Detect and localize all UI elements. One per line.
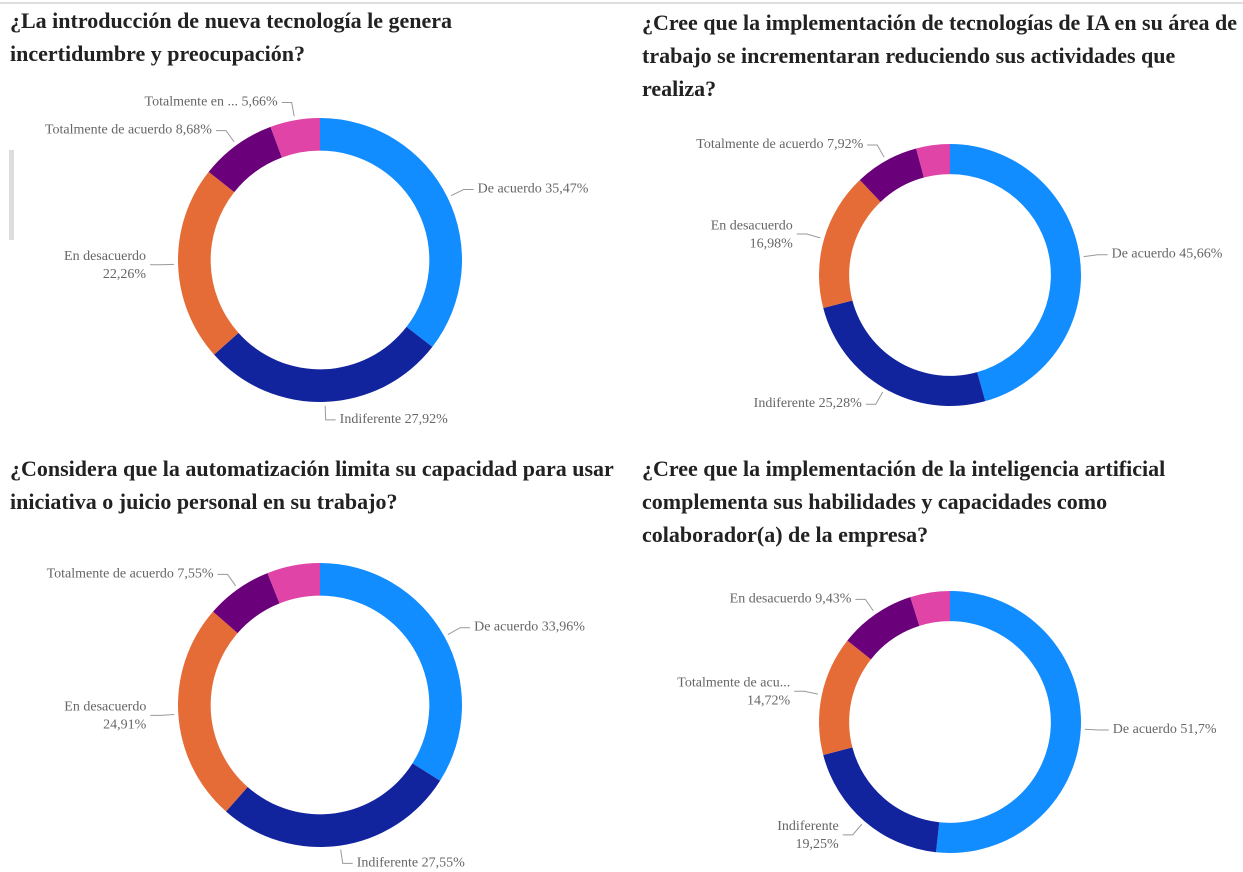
leader-line [150,713,175,716]
leader-line [450,188,474,197]
data-label-name: De acuerdo [1113,722,1177,737]
data-label: De acuerdo 35,47% [478,182,589,197]
data-label-value: 27,92% [405,412,449,427]
leader-line [1083,254,1108,258]
leader-line [842,823,863,836]
donut-slice [177,171,239,355]
chart-title: ¿Cree que la implementación de tecnologí… [642,10,1237,101]
donut-slice [823,300,986,406]
donut-slice [270,118,320,158]
data-label-value: 35,47% [545,182,589,197]
donut-slice [226,763,441,847]
donut-slice [819,640,871,755]
donut-slice [910,591,950,626]
data-label: De acuerdo 33,96% [474,620,585,635]
data-label-name: De acuerdo [1112,247,1176,262]
data-label-value: 16,98% [750,236,794,251]
donut-slice [916,144,950,178]
data-label-value: 33,96% [542,620,586,635]
data-label-name: En desacuerdo [64,249,146,264]
data-label-name: Totalmente de acuerdo [47,567,174,582]
leader-line [340,849,353,864]
donut-slice [320,118,462,347]
leader-line [794,690,819,695]
donut-slice [267,563,320,604]
data-label-value: 25,28% [819,396,863,411]
donut-slice [178,611,248,812]
donut-slice [823,747,940,853]
leader-line [281,102,295,117]
data-label-value: 19,25% [796,837,840,852]
data-label: Totalmente en ... 5,66% [145,95,279,110]
leader-line [215,130,235,143]
data-label-value: 24,91% [103,718,147,733]
leader-line [855,598,874,612]
data-label-name: De acuerdo [474,620,538,635]
leader-line [796,233,821,239]
data-label: Indiferente 27,55% [357,856,465,871]
donut-slice [950,144,1081,402]
data-label-value: 45,66% [1179,247,1223,262]
leader-line [1084,728,1109,731]
data-label: Totalmente de acuerdo 7,55% [47,567,214,582]
data-label-value: 27,55% [422,856,466,871]
data-label: En desacuerdo 9,43% [730,592,852,607]
data-label-name: Indiferente [340,412,401,427]
data-label: De acuerdo 51,7% [1113,722,1217,737]
data-label-value: 7,92% [827,137,864,152]
data-label-name: De acuerdo [478,182,542,197]
data-label: Indiferente 27,92% [340,412,448,427]
data-label: Totalmente de acuerdo 8,68% [45,123,212,138]
data-label-name: Indiferente [754,396,815,411]
data-label-value: 51,7% [1180,722,1217,737]
data-label-name: En desacuerdo [711,218,793,233]
leader-line [217,573,237,587]
donut-slice [859,148,924,202]
data-label-value: 9,43% [815,592,852,607]
leader-line [447,627,471,635]
data-label-value: 7,55% [177,567,214,582]
data-label-name: Totalmente de acuerdo [45,123,172,138]
donut-slice [213,573,280,634]
data-label-name: En desacuerdo [730,592,812,607]
donut-slice [208,126,282,193]
donut-slice [818,179,881,309]
data-label-name: Indiferente [357,856,418,871]
chart-title: ¿La introducción de nueva tecnología le … [10,8,453,66]
chart-title: ¿Considera que la automatización limita … [10,456,614,514]
data-label-name: Indiferente [777,819,838,834]
donut-slice [847,597,920,660]
data-label: De acuerdo 45,66% [1112,247,1223,262]
chart-title: ¿Cree que la implementación de la inteli… [642,456,1166,547]
scrollbar [9,150,14,240]
data-label-name: Totalmente en ... [145,95,239,110]
leader-line [867,144,885,158]
donut-slice [320,563,462,781]
donut-slice [214,326,433,402]
data-label: Indiferente 25,28% [754,396,862,411]
data-label: Totalmente de acuerdo 7,92% [696,137,863,152]
data-label-value: 22,26% [103,267,147,282]
leader-line [865,391,884,405]
leader-line [324,405,336,421]
data-label-value: 5,66% [242,95,279,110]
data-label-name: En desacuerdo [64,700,146,715]
data-label-name: Totalmente de acu... [677,675,790,690]
data-label-value: 8,68% [176,123,213,138]
donut-slice [936,591,1081,854]
data-label-value: 14,72% [747,693,791,708]
data-label-name: Totalmente de acuerdo [696,137,823,152]
